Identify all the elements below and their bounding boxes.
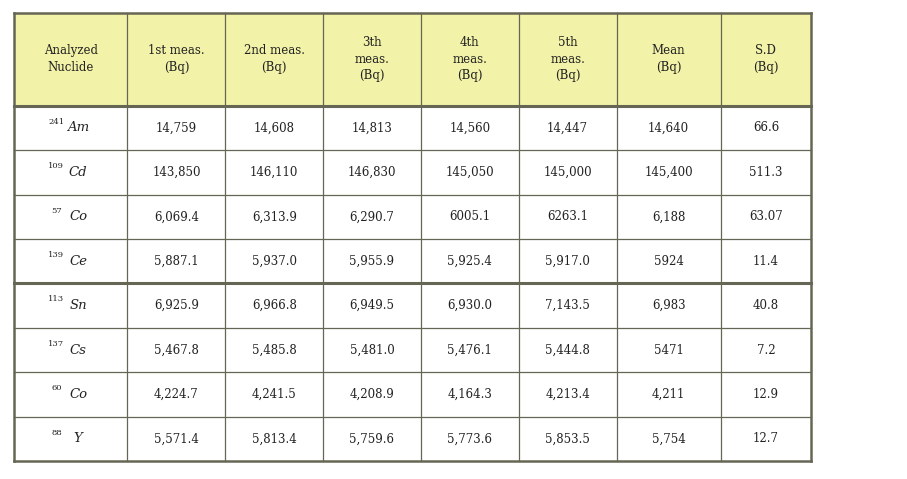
Text: Co: Co	[69, 210, 87, 223]
Text: 145,050: 145,050	[445, 166, 494, 179]
Text: 40.8: 40.8	[753, 299, 779, 312]
Text: 241: 241	[48, 118, 64, 126]
Text: 146,830: 146,830	[347, 166, 396, 179]
Text: 14,759: 14,759	[156, 122, 197, 135]
Text: 14,640: 14,640	[648, 122, 689, 135]
Bar	[15, 150, 811, 194]
Text: Co: Co	[69, 388, 87, 401]
Text: 5,955.9: 5,955.9	[349, 255, 395, 268]
Text: 5,853.5: 5,853.5	[545, 433, 590, 445]
Text: 5924: 5924	[654, 255, 684, 268]
Text: Cd: Cd	[69, 166, 87, 179]
Text: 7.2: 7.2	[756, 343, 775, 356]
Text: Y: Y	[73, 433, 83, 445]
Text: 5,917.0: 5,917.0	[545, 255, 590, 268]
Text: 66.6: 66.6	[753, 122, 779, 135]
Bar	[15, 12, 811, 106]
Text: 5,485.8: 5,485.8	[252, 343, 297, 356]
Text: 11.4: 11.4	[753, 255, 779, 268]
Text: Cs: Cs	[70, 343, 86, 356]
Text: 6005.1: 6005.1	[449, 210, 491, 223]
Bar	[15, 372, 811, 417]
Text: 12.9: 12.9	[753, 388, 779, 401]
Text: 6,069.4: 6,069.4	[154, 210, 199, 223]
Text: 5,467.8: 5,467.8	[154, 343, 199, 356]
Text: 6,983: 6,983	[652, 299, 686, 312]
Text: 511.3: 511.3	[749, 166, 783, 179]
Text: 14,560: 14,560	[449, 122, 491, 135]
Text: 6,313.9: 6,313.9	[252, 210, 297, 223]
Bar	[15, 239, 811, 284]
Text: 113: 113	[48, 296, 64, 303]
Text: S.D
(Bq): S.D (Bq)	[753, 45, 779, 74]
Text: 5,571.4: 5,571.4	[154, 433, 199, 445]
Text: 5,937.0: 5,937.0	[251, 255, 297, 268]
Text: 139: 139	[48, 251, 64, 259]
Text: Sn: Sn	[69, 299, 87, 312]
Bar	[15, 284, 811, 328]
Text: 14,813: 14,813	[352, 122, 393, 135]
Text: 5,773.6: 5,773.6	[447, 433, 493, 445]
Text: 5,925.4: 5,925.4	[447, 255, 493, 268]
Text: 5,481.0: 5,481.0	[349, 343, 395, 356]
Text: Analyzed
Nuclide: Analyzed Nuclide	[44, 45, 98, 74]
Text: 14,447: 14,447	[547, 122, 588, 135]
Text: 143,850: 143,850	[152, 166, 200, 179]
Text: 146,110: 146,110	[250, 166, 298, 179]
Text: 63.07: 63.07	[749, 210, 783, 223]
Text: 6263.1: 6263.1	[547, 210, 588, 223]
Text: 6,925.9: 6,925.9	[154, 299, 199, 312]
Text: 4,211: 4,211	[652, 388, 686, 401]
Text: 145,400: 145,400	[644, 166, 693, 179]
Text: 4,241.5: 4,241.5	[252, 388, 297, 401]
Bar	[15, 194, 811, 239]
Text: 3th
meas.
(Bq): 3th meas. (Bq)	[355, 36, 389, 82]
Text: 145,000: 145,000	[543, 166, 592, 179]
Text: 4,213.4: 4,213.4	[545, 388, 590, 401]
Text: 5,476.1: 5,476.1	[447, 343, 493, 356]
Text: 5,754: 5,754	[652, 433, 686, 445]
Text: 4th
meas.
(Bq): 4th meas. (Bq)	[453, 36, 487, 82]
Text: 5,444.8: 5,444.8	[545, 343, 590, 356]
Bar	[15, 328, 811, 372]
Text: 5,887.1: 5,887.1	[154, 255, 199, 268]
Text: 109: 109	[48, 162, 64, 170]
Text: 7,143.5: 7,143.5	[545, 299, 590, 312]
Text: 6,188: 6,188	[652, 210, 686, 223]
Text: 88: 88	[51, 429, 62, 437]
Text: Ce: Ce	[69, 255, 87, 268]
Text: 4,208.9: 4,208.9	[349, 388, 395, 401]
Text: 12.7: 12.7	[753, 433, 779, 445]
Text: 137: 137	[48, 340, 64, 348]
Text: 4,224.7: 4,224.7	[154, 388, 199, 401]
Bar	[15, 106, 811, 150]
Text: 5,759.6: 5,759.6	[349, 433, 395, 445]
Text: 5th
meas.
(Bq): 5th meas. (Bq)	[551, 36, 585, 82]
Text: 4,164.3: 4,164.3	[447, 388, 493, 401]
Text: 60: 60	[51, 384, 62, 392]
Text: 5471: 5471	[654, 343, 684, 356]
Text: 5,813.4: 5,813.4	[252, 433, 297, 445]
Text: 6,966.8: 6,966.8	[252, 299, 297, 312]
Text: 57: 57	[51, 206, 62, 215]
Bar	[15, 417, 811, 461]
Text: 2nd meas.
(Bq): 2nd meas. (Bq)	[244, 45, 305, 74]
Text: 6,949.5: 6,949.5	[349, 299, 395, 312]
Text: 1st meas.
(Bq): 1st meas. (Bq)	[148, 45, 205, 74]
Text: 6,290.7: 6,290.7	[349, 210, 395, 223]
Text: 14,608: 14,608	[254, 122, 295, 135]
Text: Mean
(Bq): Mean (Bq)	[652, 45, 686, 74]
Text: Am: Am	[67, 122, 89, 135]
Text: 6,930.0: 6,930.0	[447, 299, 493, 312]
